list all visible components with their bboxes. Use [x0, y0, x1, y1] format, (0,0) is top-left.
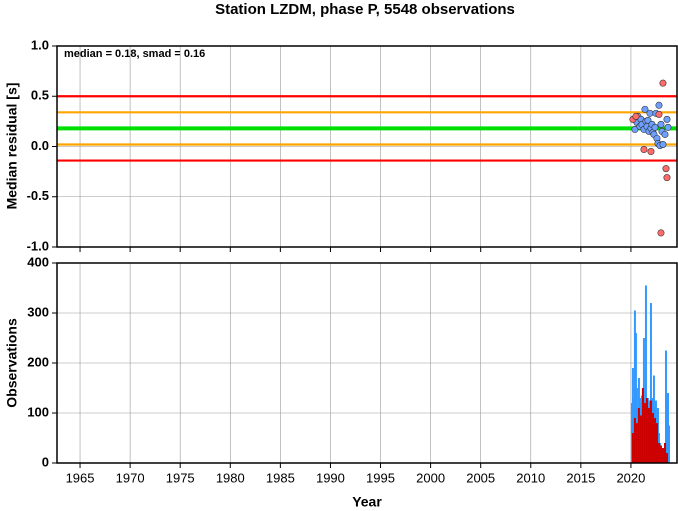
- y-tick-label: 200: [27, 354, 49, 369]
- bar: [651, 413, 654, 463]
- y-tick-label: 0.0: [31, 138, 49, 153]
- y-axis-label: Median residual [s]: [4, 83, 20, 210]
- point: [657, 229, 665, 237]
- x-tick-label: 2000: [416, 470, 445, 485]
- x-tick-label: 2020: [616, 470, 645, 485]
- point: [664, 123, 672, 131]
- y-tick-label: 1.0: [31, 37, 49, 52]
- x-tick-label: 2005: [466, 470, 495, 485]
- y-axis-label: Observations: [4, 318, 20, 408]
- point: [657, 120, 665, 128]
- bar: [647, 408, 650, 463]
- x-tick-label: 1990: [316, 470, 345, 485]
- y-tick-label: 0.5: [31, 88, 49, 103]
- point: [646, 109, 654, 117]
- annotation: median = 0.18, smad = 0.16: [64, 48, 205, 60]
- bar: [644, 285, 647, 463]
- bar: [637, 408, 640, 463]
- bar: [658, 443, 661, 463]
- x-tick-label: 1970: [116, 470, 145, 485]
- bar: [643, 403, 646, 463]
- x-tick-label: 2010: [516, 470, 545, 485]
- bar: [633, 418, 636, 463]
- x-tick-label: 1975: [166, 470, 195, 485]
- bar: [632, 398, 635, 463]
- y-tick-label: 300: [27, 304, 49, 319]
- bar: [665, 453, 668, 463]
- plot-frame: [56, 262, 678, 464]
- bar: [634, 333, 637, 463]
- bar: [666, 393, 669, 463]
- bar: [650, 405, 653, 463]
- point: [651, 123, 659, 131]
- chart-title: Station LZDM, phase P, 5548 observations: [215, 1, 515, 18]
- x-axis-label: Year: [352, 494, 382, 510]
- bar: [640, 395, 643, 463]
- point: [631, 125, 639, 133]
- bar: [631, 368, 634, 463]
- x-tick-label: 2015: [566, 470, 595, 485]
- x-tick-label: 1965: [66, 470, 95, 485]
- bar: [648, 400, 651, 463]
- bar: [661, 448, 664, 463]
- y-tick-label: 400: [27, 254, 49, 269]
- bar: [652, 375, 655, 463]
- point: [632, 112, 640, 120]
- y-tick-label: 100: [27, 404, 49, 419]
- point: [662, 165, 670, 173]
- bar: [654, 400, 657, 463]
- bar: [665, 398, 668, 463]
- bar: [660, 453, 663, 463]
- bar: [662, 458, 665, 463]
- bar: [655, 423, 658, 463]
- point: [647, 148, 655, 156]
- bar: [638, 398, 641, 463]
- bar: [667, 425, 670, 463]
- bar: [664, 350, 667, 463]
- point: [661, 130, 669, 138]
- bar: [649, 400, 652, 463]
- bar: [657, 443, 660, 463]
- bar: [641, 388, 644, 463]
- bar: [642, 338, 645, 463]
- point: [663, 174, 671, 182]
- point: [659, 140, 667, 148]
- point: [641, 105, 649, 113]
- point: [659, 79, 667, 87]
- bar: [636, 408, 639, 463]
- x-tick-label: 1980: [216, 470, 245, 485]
- bar: [653, 418, 656, 463]
- bar: [646, 398, 649, 463]
- plot-frame: [56, 45, 678, 248]
- y-tick-label: -0.5: [27, 188, 49, 203]
- bar: [633, 310, 636, 463]
- point: [655, 101, 663, 109]
- bar: [630, 403, 633, 463]
- bar: [659, 445, 662, 463]
- y-tick-label: 0: [42, 454, 49, 469]
- point: [640, 146, 648, 154]
- bar: [639, 415, 642, 463]
- point: [655, 110, 663, 118]
- bar: [663, 443, 666, 463]
- bar: [645, 398, 648, 463]
- y-tick-label: -1.0: [27, 238, 49, 253]
- point: [663, 115, 671, 123]
- bar: [656, 408, 659, 463]
- bar: [635, 423, 638, 463]
- x-tick-label: 1995: [366, 470, 395, 485]
- bar: [649, 303, 652, 463]
- x-tick-label: 1985: [266, 470, 295, 485]
- bar: [631, 433, 634, 463]
